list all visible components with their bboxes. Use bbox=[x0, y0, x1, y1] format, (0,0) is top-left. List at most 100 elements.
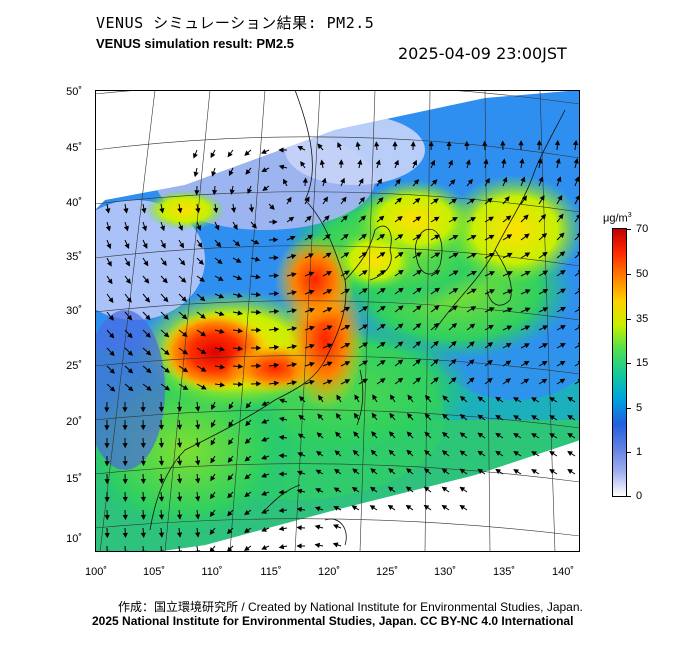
wind-arrow bbox=[160, 545, 163, 552]
wind-arrowhead bbox=[296, 525, 302, 531]
wind-arrowhead bbox=[560, 269, 566, 276]
wind-arrowhead bbox=[122, 532, 128, 539]
wind-arrowhead bbox=[226, 528, 233, 535]
wind-arrowhead bbox=[523, 360, 530, 366]
wind-arrowhead bbox=[488, 307, 495, 313]
wind-arrowhead bbox=[465, 159, 471, 165]
wind-arrowhead bbox=[181, 314, 188, 320]
wind-arrowhead bbox=[314, 542, 321, 548]
wind-arrowhead bbox=[351, 486, 358, 493]
wind-arrowhead bbox=[451, 340, 457, 347]
lon-tick-110: 110˚ bbox=[201, 566, 223, 578]
lat-tick-40: 40˚ bbox=[66, 197, 82, 209]
wind-arrowhead bbox=[542, 289, 549, 294]
wind-arrowhead bbox=[355, 141, 361, 148]
wind-arrowhead bbox=[459, 468, 466, 474]
wind-arrowhead bbox=[343, 252, 350, 258]
wind-arrowhead bbox=[378, 215, 385, 221]
wind-arrowhead bbox=[159, 207, 165, 214]
wind-arrowhead bbox=[314, 524, 321, 530]
wind-arrowhead bbox=[278, 525, 285, 532]
wind-arrowhead bbox=[470, 306, 477, 312]
wind-arrowhead bbox=[228, 170, 234, 177]
wind-arrowhead bbox=[248, 207, 255, 213]
wind-arrowhead bbox=[217, 276, 224, 281]
wind-arrowhead bbox=[122, 425, 128, 431]
wind-arrowhead bbox=[459, 395, 466, 402]
wind-arrowhead bbox=[379, 378, 386, 384]
wind-arrowhead bbox=[406, 449, 412, 456]
wind-arrowhead bbox=[296, 488, 303, 494]
wind-arrowhead bbox=[245, 420, 251, 427]
wind-arrowhead bbox=[237, 310, 243, 316]
wind-arrowhead bbox=[488, 216, 494, 222]
wind-arrowhead bbox=[434, 252, 441, 258]
wind-arrowhead bbox=[179, 242, 184, 249]
wind-arrowhead bbox=[160, 242, 166, 249]
wind-arrowhead bbox=[194, 190, 200, 196]
wind-arrowhead bbox=[450, 358, 457, 365]
wind-arrowhead bbox=[505, 343, 512, 348]
wind-arrowhead bbox=[232, 224, 238, 231]
wind-arrow bbox=[574, 271, 580, 277]
wind-arrowhead bbox=[507, 307, 513, 313]
wind-arrowhead bbox=[256, 381, 262, 387]
wind-arrowhead bbox=[219, 346, 225, 352]
wind-arrowhead bbox=[158, 532, 165, 538]
wind-arrowhead bbox=[235, 257, 242, 263]
wind-arrowhead bbox=[308, 253, 314, 259]
wind-arrowhead bbox=[361, 270, 368, 276]
colorbar-unit-base: μg/m bbox=[603, 212, 628, 225]
wind-arrowhead bbox=[353, 431, 359, 437]
wind-arrowhead bbox=[182, 385, 189, 390]
wind-arrowhead bbox=[108, 315, 114, 321]
wind-arrowhead bbox=[450, 377, 457, 383]
wind-arrowhead bbox=[487, 359, 493, 366]
wind-arrowhead bbox=[176, 442, 183, 448]
wind-arrowhead bbox=[200, 313, 206, 319]
wind-arrowhead bbox=[449, 179, 456, 185]
wind-arrowhead bbox=[407, 412, 413, 419]
wind-arrowhead bbox=[247, 188, 253, 195]
wind-arrowhead bbox=[291, 272, 297, 278]
wind-arrowhead bbox=[227, 492, 233, 499]
wind-arrowhead bbox=[397, 305, 404, 311]
wind-arrowhead bbox=[244, 492, 250, 498]
wind-arrowhead bbox=[278, 434, 285, 441]
wind-arrowhead bbox=[572, 139, 579, 146]
wind-arrowhead bbox=[431, 179, 438, 185]
wind-arrowhead bbox=[124, 243, 130, 249]
wind-arrowhead bbox=[558, 213, 564, 220]
wind-arrowhead bbox=[109, 350, 115, 357]
wind-arrowhead bbox=[559, 378, 566, 384]
wind-arrowhead bbox=[182, 331, 188, 337]
wind-arrowhead bbox=[538, 176, 544, 183]
lon-tick-130: 130˚ bbox=[433, 566, 457, 578]
wind-arrowhead bbox=[145, 350, 152, 356]
wind-arrowhead bbox=[467, 178, 473, 185]
wind-arrowhead bbox=[495, 450, 501, 456]
wind-arrowhead bbox=[359, 196, 366, 203]
wind-arrowhead bbox=[140, 407, 146, 413]
colorbar-label-35: 35 bbox=[636, 313, 649, 325]
wind-arrowhead bbox=[296, 543, 302, 549]
wind-arrowhead bbox=[574, 176, 580, 183]
wind-arrowhead bbox=[176, 478, 183, 484]
title-japanese: VENUS シミュレーション結果: PM2.5 bbox=[96, 14, 375, 32]
wind-arrow bbox=[574, 233, 580, 241]
wind-arrowhead bbox=[433, 216, 440, 222]
wind-arrowhead bbox=[210, 422, 216, 428]
wind-arrowhead bbox=[140, 514, 146, 520]
wind-arrowhead bbox=[193, 171, 199, 178]
wind-arrowhead bbox=[122, 461, 128, 467]
wind-arrowhead bbox=[560, 306, 566, 312]
wind-arrowhead bbox=[374, 141, 380, 147]
wind-arrowhead bbox=[518, 140, 524, 146]
wind-arrowhead bbox=[194, 532, 201, 538]
wind-arrowhead bbox=[505, 215, 512, 221]
wind-arrowhead bbox=[557, 194, 563, 201]
wind-arrowhead bbox=[542, 325, 549, 331]
wind-arrow bbox=[196, 545, 199, 552]
wind-arrowhead bbox=[387, 486, 394, 492]
wind-arrowhead bbox=[433, 198, 439, 204]
